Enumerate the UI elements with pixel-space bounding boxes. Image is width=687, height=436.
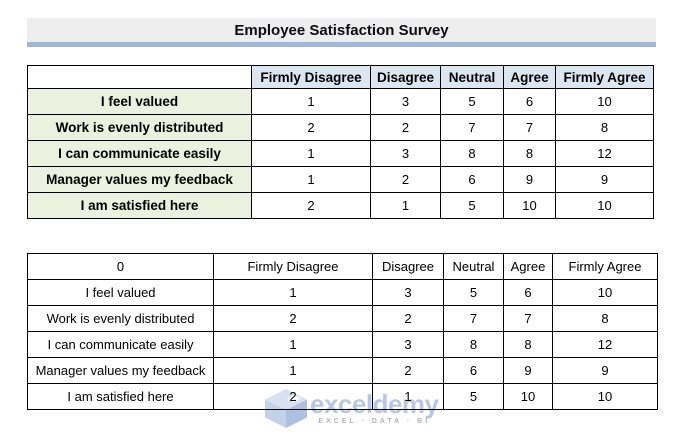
row-label-cell[interactable]: I feel valued — [27, 88, 252, 115]
value-cell[interactable]: 9 — [552, 357, 658, 384]
table-row: Manager values my feedback 1 2 6 9 9 — [27, 166, 654, 193]
table-row: Work is evenly distributed 2 2 7 7 8 — [27, 114, 654, 141]
column-header-disagree[interactable]: Disagree — [372, 253, 444, 280]
column-header-agree[interactable]: Agree — [503, 253, 553, 280]
column-header-firmly-disagree[interactable]: Firmly Disagree — [251, 65, 371, 89]
column-header-firmly-agree[interactable]: Firmly Agree — [552, 253, 658, 280]
value-cell[interactable]: 1 — [213, 357, 373, 384]
table-row: Manager values my feedback 1 2 6 9 9 — [27, 357, 658, 384]
table-row: I feel valued 1 3 5 6 10 — [27, 88, 654, 115]
value-cell[interactable]: 10 — [555, 88, 654, 115]
value-cell[interactable]: 12 — [555, 140, 654, 167]
value-cell[interactable]: 8 — [503, 331, 553, 358]
table-row: I can communicate easily 1 3 8 8 12 — [27, 331, 658, 358]
value-cell[interactable]: 2 — [213, 305, 373, 332]
row-label-cell[interactable]: I am satisfied here — [27, 192, 252, 219]
value-cell[interactable]: 8 — [443, 331, 504, 358]
value-cell[interactable]: 6 — [443, 357, 504, 384]
column-header-neutral[interactable]: Neutral — [443, 253, 504, 280]
value-cell[interactable]: 1 — [251, 140, 371, 167]
column-header-firmly-agree[interactable]: Firmly Agree — [555, 65, 654, 89]
column-header-agree[interactable]: Agree — [503, 65, 556, 89]
value-cell[interactable]: 2 — [372, 305, 444, 332]
table-header-row: Firmly Disagree Disagree Neutral Agree F… — [27, 65, 654, 89]
value-cell[interactable]: 2 — [372, 357, 444, 384]
row-label-cell[interactable]: Manager values my feedback — [27, 166, 252, 193]
column-header-firmly-disagree[interactable]: Firmly Disagree — [213, 253, 373, 280]
value-cell[interactable]: 9 — [503, 166, 556, 193]
value-cell[interactable]: 6 — [503, 88, 556, 115]
table-header-row: 0 Firmly Disagree Disagree Neutral Agree… — [27, 253, 658, 280]
value-cell[interactable]: 2 — [213, 383, 373, 410]
value-cell[interactable]: 5 — [440, 192, 504, 219]
value-cell[interactable]: 2 — [370, 166, 441, 193]
value-cell[interactable]: 10 — [503, 383, 553, 410]
value-cell[interactable]: 12 — [552, 331, 658, 358]
value-cell[interactable]: 1 — [370, 192, 441, 219]
survey-table-plain: 0 Firmly Disagree Disagree Neutral Agree… — [27, 253, 658, 410]
page-title: Employee Satisfaction Survey — [27, 18, 656, 47]
row-label-cell[interactable]: Work is evenly distributed — [27, 305, 214, 332]
value-cell[interactable]: 1 — [213, 331, 373, 358]
column-header-neutral[interactable]: Neutral — [440, 65, 504, 89]
value-cell[interactable]: 1 — [251, 88, 371, 115]
value-cell[interactable]: 2 — [251, 114, 371, 141]
value-cell[interactable]: 5 — [443, 383, 504, 410]
table-row: I am satisfied here 2 1 5 10 10 — [27, 383, 658, 410]
value-cell[interactable]: 3 — [370, 140, 441, 167]
survey-table-formatted: Firmly Disagree Disagree Neutral Agree F… — [27, 65, 654, 219]
value-cell[interactable]: 10 — [552, 279, 658, 306]
column-header-disagree[interactable]: Disagree — [370, 65, 441, 89]
value-cell[interactable]: 1 — [213, 279, 373, 306]
table-row: I am satisfied here 2 1 5 10 10 — [27, 192, 654, 219]
row-label-cell[interactable]: I can communicate easily — [27, 140, 252, 167]
value-cell[interactable]: 9 — [555, 166, 654, 193]
row-label-cell[interactable]: I am satisfied here — [27, 383, 214, 410]
value-cell[interactable]: 5 — [443, 279, 504, 306]
table-row: Work is evenly distributed 2 2 7 7 8 — [27, 305, 658, 332]
row-label-cell[interactable]: Work is evenly distributed — [27, 114, 252, 141]
value-cell[interactable]: 1 — [372, 383, 444, 410]
value-cell[interactable]: 7 — [443, 305, 504, 332]
value-cell[interactable]: 10 — [552, 383, 658, 410]
corner-cell[interactable] — [27, 65, 252, 89]
value-cell[interactable]: 2 — [370, 114, 441, 141]
value-cell[interactable]: 3 — [370, 88, 441, 115]
row-label-cell[interactable]: Manager values my feedback — [27, 357, 214, 384]
value-cell[interactable]: 3 — [372, 331, 444, 358]
table-row: I feel valued 1 3 5 6 10 — [27, 279, 658, 306]
value-cell[interactable]: 8 — [503, 140, 556, 167]
value-cell[interactable]: 7 — [503, 305, 553, 332]
value-cell[interactable]: 10 — [555, 192, 654, 219]
value-cell[interactable]: 10 — [503, 192, 556, 219]
value-cell[interactable]: 6 — [440, 166, 504, 193]
value-cell[interactable]: 8 — [552, 305, 658, 332]
value-cell[interactable]: 3 — [372, 279, 444, 306]
row-label-cell[interactable]: I can communicate easily — [27, 331, 214, 358]
value-cell[interactable]: 1 — [251, 166, 371, 193]
value-cell[interactable]: 2 — [251, 192, 371, 219]
value-cell[interactable]: 8 — [440, 140, 504, 167]
corner-cell[interactable]: 0 — [27, 253, 214, 280]
row-label-cell[interactable]: I feel valued — [27, 279, 214, 306]
value-cell[interactable]: 6 — [503, 279, 553, 306]
value-cell[interactable]: 5 — [440, 88, 504, 115]
value-cell[interactable]: 8 — [555, 114, 654, 141]
watermark-tagline-text: EXCEL · DATA · BI — [318, 418, 431, 425]
value-cell[interactable]: 7 — [503, 114, 556, 141]
value-cell[interactable]: 7 — [440, 114, 504, 141]
value-cell[interactable]: 9 — [503, 357, 553, 384]
table-row: I can communicate easily 1 3 8 8 12 — [27, 140, 654, 167]
